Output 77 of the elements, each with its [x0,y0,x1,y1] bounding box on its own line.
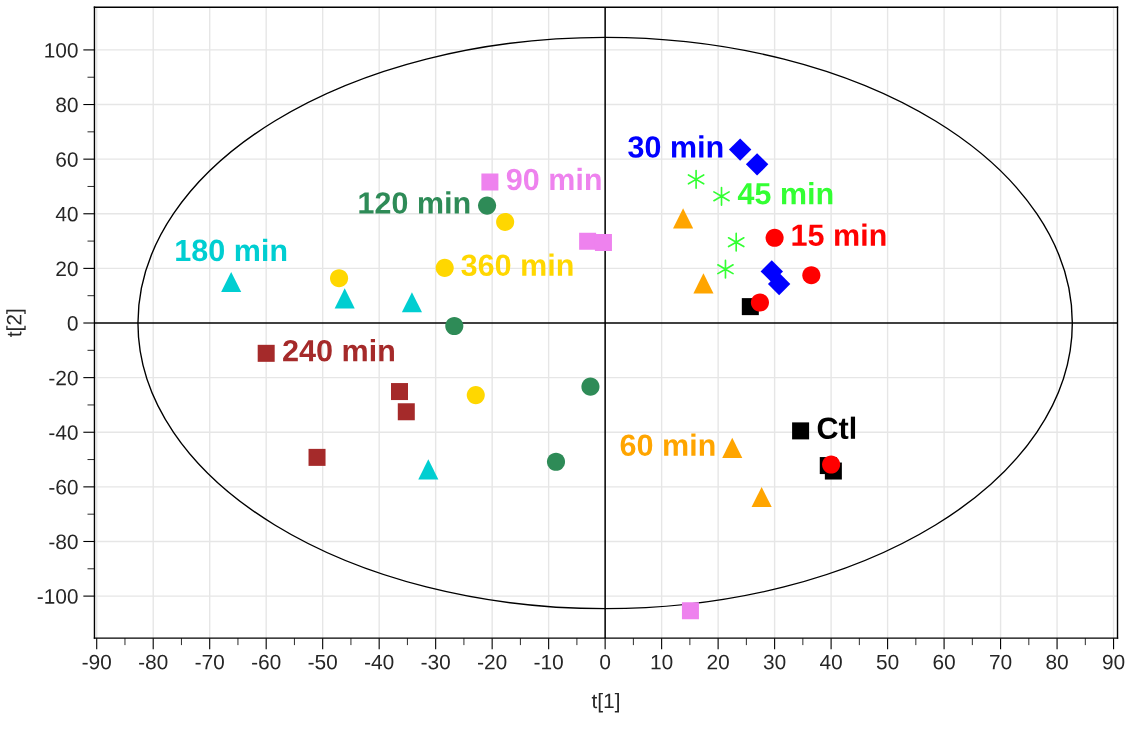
point [308,448,326,466]
x-tick-label: -80 [139,654,168,670]
point [751,486,772,508]
x-tick-label: -10 [534,654,563,670]
series-label: 60 min [620,433,715,457]
x-axis-title: t[1] [591,693,619,713]
point [673,208,694,229]
point [579,232,597,250]
x-tick-label: -50 [308,654,337,670]
y-tick-label: -80 [49,534,78,550]
x-tick-label: 10 [651,654,673,670]
point [221,271,242,293]
point [435,258,454,277]
y-tick-label: 80 [56,97,78,113]
y-tick-label: 0 [67,316,78,331]
y-tick-label: -40 [49,425,78,440]
point [466,386,485,405]
x-tick-label: 0 [600,654,611,670]
y-tick-label: 20 [56,261,78,277]
point [822,455,841,474]
point [334,288,355,309]
point [594,233,612,251]
x-tick-label: 90 [1102,654,1125,670]
point [397,403,415,421]
point [765,228,784,247]
y-axis-title: t[2] [6,309,26,337]
point [481,173,499,191]
x-tick-label: 20 [707,654,729,670]
y-tick-label: 100 [45,42,78,58]
y-tick-label: 60 [56,152,78,167]
point [418,459,439,480]
y-tick-label: 40 [55,206,78,222]
series-label: 240 min [283,339,394,362]
series-label: 120 min [359,191,470,214]
x-tick-label: 70 [990,654,1012,670]
point [767,272,791,296]
x-tick-label: 30 [763,654,786,670]
point [727,232,745,252]
series-label: 180 min [176,238,287,262]
y-tick-label: -100 [37,589,78,604]
x-tick-label: -60 [252,654,281,670]
x-tick-label: 80 [1046,654,1068,670]
point [728,138,752,161]
point [722,437,743,458]
x-tick-label: -90 [82,654,111,670]
x-tick-label: -20 [478,654,507,670]
x-tick-label: -30 [421,654,450,670]
point [687,169,705,189]
point [802,266,821,285]
point [445,316,464,336]
x-tick-label: 60 [933,654,955,670]
y-tick-label: -60 [49,479,78,495]
point [750,293,769,312]
point [546,452,566,471]
x-tick-label: -40 [365,654,394,670]
point [792,422,810,440]
y-tick-label: -20 [49,370,78,386]
series-label: 360 min [461,253,573,277]
point [745,153,769,176]
x-tick-label: -70 [195,654,224,670]
x-tick-label: 50 [876,654,899,670]
x-tick-label: 40 [820,654,842,670]
point [681,602,699,620]
point [693,273,714,294]
point [257,344,275,362]
series-label: 30 min [628,135,723,158]
point [330,269,349,288]
point [581,377,600,396]
point [391,383,409,401]
point [713,186,730,206]
series-label: 90 min [506,167,601,191]
point [496,212,515,232]
series-label: 45 min [737,182,833,205]
point [401,292,422,313]
series-label: 15 min [792,223,886,247]
series-label: Ctl [817,416,856,440]
point [478,196,497,215]
